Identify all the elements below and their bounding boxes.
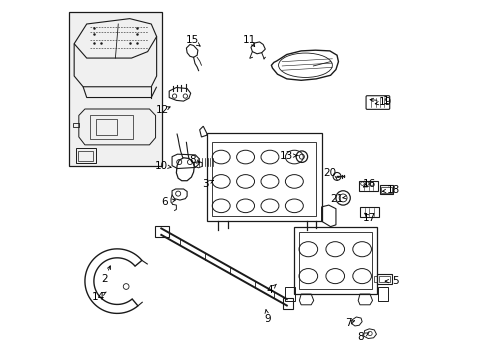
Bar (380, 187, 391, 193)
Bar (299, 232, 371, 289)
Bar (379, 185, 392, 194)
Bar (96, 119, 117, 135)
Bar (377, 287, 387, 301)
Text: 15: 15 (185, 35, 199, 45)
Text: 14: 14 (91, 292, 104, 302)
Text: 13: 13 (280, 150, 293, 161)
Bar (212, 142, 316, 216)
Text: 7: 7 (345, 319, 351, 328)
Text: 4: 4 (266, 285, 272, 296)
Text: 16: 16 (362, 179, 375, 189)
Text: 10: 10 (154, 161, 167, 171)
Bar (206, 134, 321, 221)
Text: 2: 2 (101, 274, 108, 284)
Bar (378, 276, 389, 282)
Bar (359, 207, 378, 217)
Text: 9: 9 (264, 314, 270, 324)
Bar (282, 298, 292, 309)
Text: 8: 8 (189, 155, 195, 165)
Text: 19: 19 (378, 97, 391, 107)
Text: 11: 11 (243, 35, 256, 45)
Text: 17: 17 (362, 213, 375, 222)
Text: 12: 12 (156, 105, 169, 115)
Text: 18: 18 (386, 185, 399, 195)
Bar (376, 274, 391, 284)
Bar (359, 181, 377, 192)
Text: 5: 5 (391, 276, 398, 286)
Text: 8: 8 (357, 332, 364, 342)
Bar (69, 12, 162, 166)
Bar (78, 151, 93, 161)
Text: 3: 3 (202, 179, 208, 189)
Text: 6: 6 (161, 197, 168, 207)
Bar (90, 116, 133, 139)
Bar (76, 148, 96, 163)
Bar (285, 287, 294, 301)
Text: 21: 21 (330, 194, 343, 204)
Bar (373, 276, 376, 282)
Bar (155, 226, 169, 237)
Text: 20: 20 (323, 168, 336, 178)
Bar (293, 226, 376, 294)
Text: 1: 1 (382, 96, 388, 106)
